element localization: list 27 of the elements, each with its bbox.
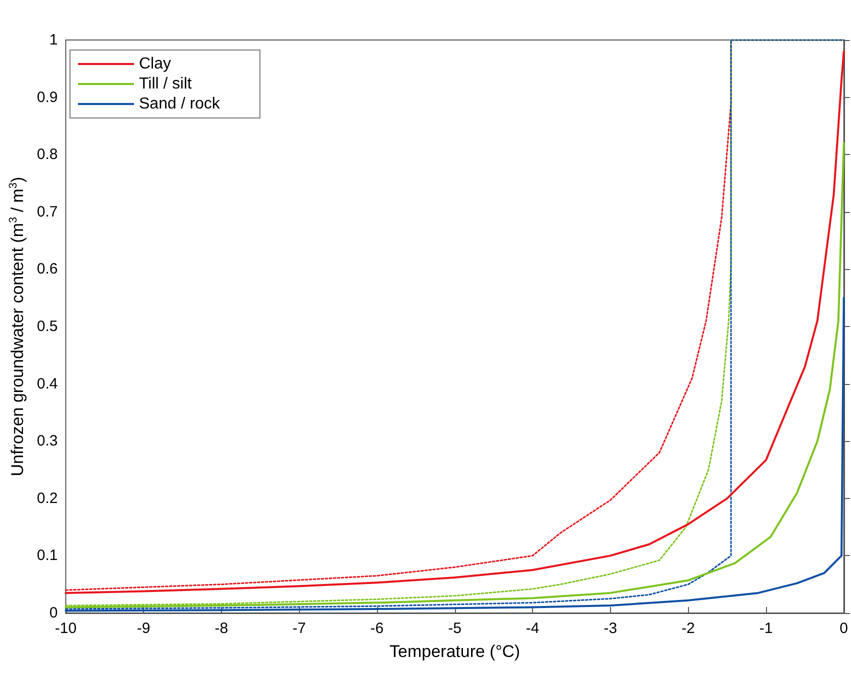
- legend-label: Till / silt: [139, 76, 192, 92]
- y-tick-label: 0.7: [36, 203, 58, 220]
- x-axis-title: Temperature (°C): [390, 642, 520, 661]
- x-tick-label: 0: [840, 620, 848, 637]
- x-tick-label: -4: [526, 620, 540, 637]
- y-tick-label: 0.2: [36, 490, 58, 507]
- y-tick-label: 0.3: [36, 432, 58, 450]
- legend-label: Sand / rock: [139, 96, 221, 112]
- y-tick-label: 0: [49, 604, 58, 622]
- y-tick-label: 0.1: [36, 547, 58, 564]
- x-tick-label: -6: [370, 620, 384, 637]
- y-tick-label: 0.6: [36, 260, 58, 278]
- x-tick-label: -7: [292, 620, 306, 637]
- y-tick-label: 1: [49, 32, 58, 48]
- x-tick-label: -3: [604, 620, 618, 637]
- x-tick-label: -1: [759, 620, 773, 637]
- y-tick-label: 0.8: [36, 146, 58, 164]
- x-tick-label: -9: [136, 620, 150, 637]
- legend-label: Clay: [139, 56, 172, 72]
- x-tick-label: -10: [54, 620, 77, 637]
- y-tick-label: 0.5: [36, 318, 58, 335]
- x-tick-label: -2: [682, 620, 695, 637]
- y-axis-title: Unfrozen groundwater content (m3 / m3): [8, 176, 27, 476]
- x-tick-label: -8: [214, 620, 228, 637]
- x-tick-label: -5: [448, 620, 462, 637]
- y-tick-label: 0.4: [36, 375, 58, 392]
- y-tick-label: 0.9: [36, 88, 58, 106]
